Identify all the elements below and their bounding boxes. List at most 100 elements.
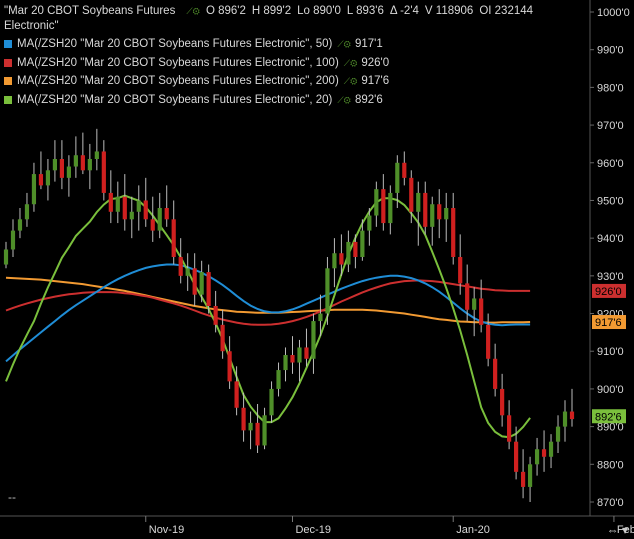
- candle-body: [192, 268, 197, 295]
- y-tick-label: 960'0: [597, 158, 624, 170]
- candle-body: [171, 219, 176, 257]
- candle-body: [534, 449, 540, 465]
- study-ma100[interactable]: MA(/ZSH20 "Mar 20 CBOT Soybeans Futures …: [4, 54, 539, 73]
- candle-body: [185, 268, 190, 276]
- price-tag: [592, 315, 626, 330]
- candle-body: [290, 355, 295, 363]
- candle-body: [318, 313, 323, 322]
- candle-body: [541, 449, 547, 457]
- candle-body: [52, 159, 58, 171]
- candle-body: [388, 192, 393, 224]
- candle-body: [367, 215, 372, 231]
- chart-legend: "Mar 20 CBOT Soybeans Futures ⟋⚙ O 896'2…: [4, 2, 539, 109]
- price-tag-label: 892'6: [595, 411, 622, 423]
- price-tag-label: 917'6: [595, 317, 622, 329]
- candle-body: [241, 407, 246, 431]
- candle-body: [332, 253, 337, 269]
- candle-body: [311, 321, 316, 359]
- symbol-settings-icon[interactable]: ⟋⚙: [186, 6, 200, 16]
- ma100-line: [5, 279, 531, 326]
- candle-body: [45, 170, 51, 186]
- y-tick-label: 880'0: [597, 459, 624, 471]
- candle-body: [164, 208, 169, 220]
- candle-body: [122, 196, 127, 220]
- symbol-name-cont: Electronic": [4, 19, 59, 32]
- study-ma50[interactable]: MA(/ZSH20 "Mar 20 CBOT Soybeans Futures …: [4, 35, 539, 54]
- candle-body: [437, 204, 442, 220]
- y-tick-label: 970'0: [597, 120, 624, 132]
- candle-body: [416, 192, 421, 212]
- change-value: Δ -2'4: [389, 5, 419, 17]
- candle-body: [150, 219, 155, 231]
- candle-body: [24, 204, 30, 220]
- candle-body: [115, 196, 120, 212]
- x-tick-label: Feb-20: [617, 524, 634, 536]
- high-value: H 899'2: [251, 5, 292, 17]
- study-settings-icon[interactable]: ⟋⚙: [343, 57, 358, 68]
- candle-body: [555, 426, 561, 442]
- ma100-value: 926'0: [361, 56, 390, 69]
- candle-body: [486, 324, 491, 359]
- candle-body: [297, 347, 302, 363]
- symbol-name-cont-row: Electronic": [4, 17, 539, 36]
- candle-body: [276, 370, 281, 389]
- study-settings-icon[interactable]: ⟋⚙: [337, 94, 351, 105]
- candle-body: [220, 324, 225, 352]
- candle-body: [472, 298, 477, 310]
- y-tick-label: 1000'0: [597, 7, 630, 19]
- symbol-name: "Mar 20 CBOT Soybeans Futures: [4, 5, 176, 17]
- y-tick-label: 930'0: [597, 271, 624, 283]
- candle-body: [514, 441, 519, 472]
- y-tick-label: 980'0: [597, 82, 624, 94]
- y-tick-label: 900'0: [597, 384, 624, 396]
- ma200-label: MA(/ZSH20 "Mar 20 CBOT Soybeans Futures …: [17, 75, 339, 87]
- x-tick-label: Jan-20: [456, 524, 490, 536]
- study-ma200[interactable]: MA(/ZSH20 "Mar 20 CBOT Soybeans Futures …: [4, 72, 539, 91]
- candle-body: [395, 162, 400, 193]
- ma100-label: MA(/ZSH20 "Mar 20 CBOT Soybeans Futures …: [17, 56, 339, 69]
- candle-body: [500, 388, 505, 416]
- candle-body: [262, 415, 267, 446]
- low-value: Lo 890'0: [297, 5, 341, 17]
- candle-body: [87, 159, 92, 171]
- candle-body: [451, 208, 456, 257]
- candle-body: [17, 219, 23, 231]
- candle-body: [3, 249, 9, 265]
- candle-body: [227, 351, 232, 382]
- price-tag: [592, 283, 626, 298]
- candle-body: [10, 230, 16, 250]
- study-ma20[interactable]: MA(/ZSH20 "Mar 20 CBOT Soybeans Futures …: [4, 91, 539, 110]
- last-value: L 893'6: [346, 5, 384, 17]
- study-settings-icon[interactable]: ⟋⚙: [343, 76, 358, 86]
- y-tick-label: 950'0: [597, 195, 624, 207]
- ma20-swatch: [4, 95, 12, 104]
- collapse-toggle[interactable]: --: [8, 490, 16, 504]
- ma20-value: 892'6: [354, 93, 383, 106]
- candle-body: [325, 268, 330, 314]
- ma50-swatch: [4, 40, 12, 49]
- ma50-line: [5, 263, 531, 363]
- candle-body: [136, 200, 141, 212]
- candle-body: [143, 200, 148, 220]
- price-tag: [592, 409, 626, 424]
- candle-body: [548, 441, 554, 457]
- ma200-value: 917'6: [361, 75, 390, 87]
- study-settings-icon[interactable]: ⟋⚙: [337, 39, 351, 49]
- candle-body: [255, 422, 260, 446]
- axis-scale-control[interactable]: ⇔ ▾: [606, 523, 628, 537]
- y-tick-label: 910'0: [597, 346, 624, 358]
- candle-body: [562, 411, 568, 427]
- y-tick-label: 940'0: [597, 233, 624, 245]
- candle-body: [234, 381, 239, 408]
- candle-body: [374, 189, 379, 216]
- candle-body: [493, 358, 498, 389]
- y-tick-label: 990'0: [597, 45, 624, 57]
- candle-body: [520, 471, 526, 487]
- candle-body: [269, 388, 274, 416]
- y-tick-label: 890'0: [597, 422, 624, 434]
- candle-body: [59, 159, 64, 178]
- candle-body: [444, 208, 449, 220]
- price-tag-label: 926'0: [595, 286, 622, 298]
- candle-body: [283, 355, 288, 371]
